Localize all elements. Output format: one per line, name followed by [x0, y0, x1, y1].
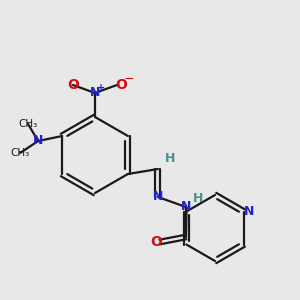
Text: CH₃: CH₃: [19, 119, 38, 129]
Text: +: +: [97, 83, 105, 93]
Text: N: N: [243, 205, 254, 218]
Text: N: N: [90, 86, 100, 100]
Text: O: O: [115, 78, 127, 92]
Text: H: H: [193, 193, 203, 206]
Text: H: H: [165, 152, 175, 166]
Text: −: −: [124, 73, 134, 85]
Text: N: N: [181, 200, 191, 214]
Text: O: O: [67, 78, 79, 92]
Text: CH₃: CH₃: [11, 148, 30, 158]
Text: O: O: [150, 235, 162, 249]
Text: N: N: [33, 134, 43, 148]
Text: N: N: [153, 190, 163, 203]
